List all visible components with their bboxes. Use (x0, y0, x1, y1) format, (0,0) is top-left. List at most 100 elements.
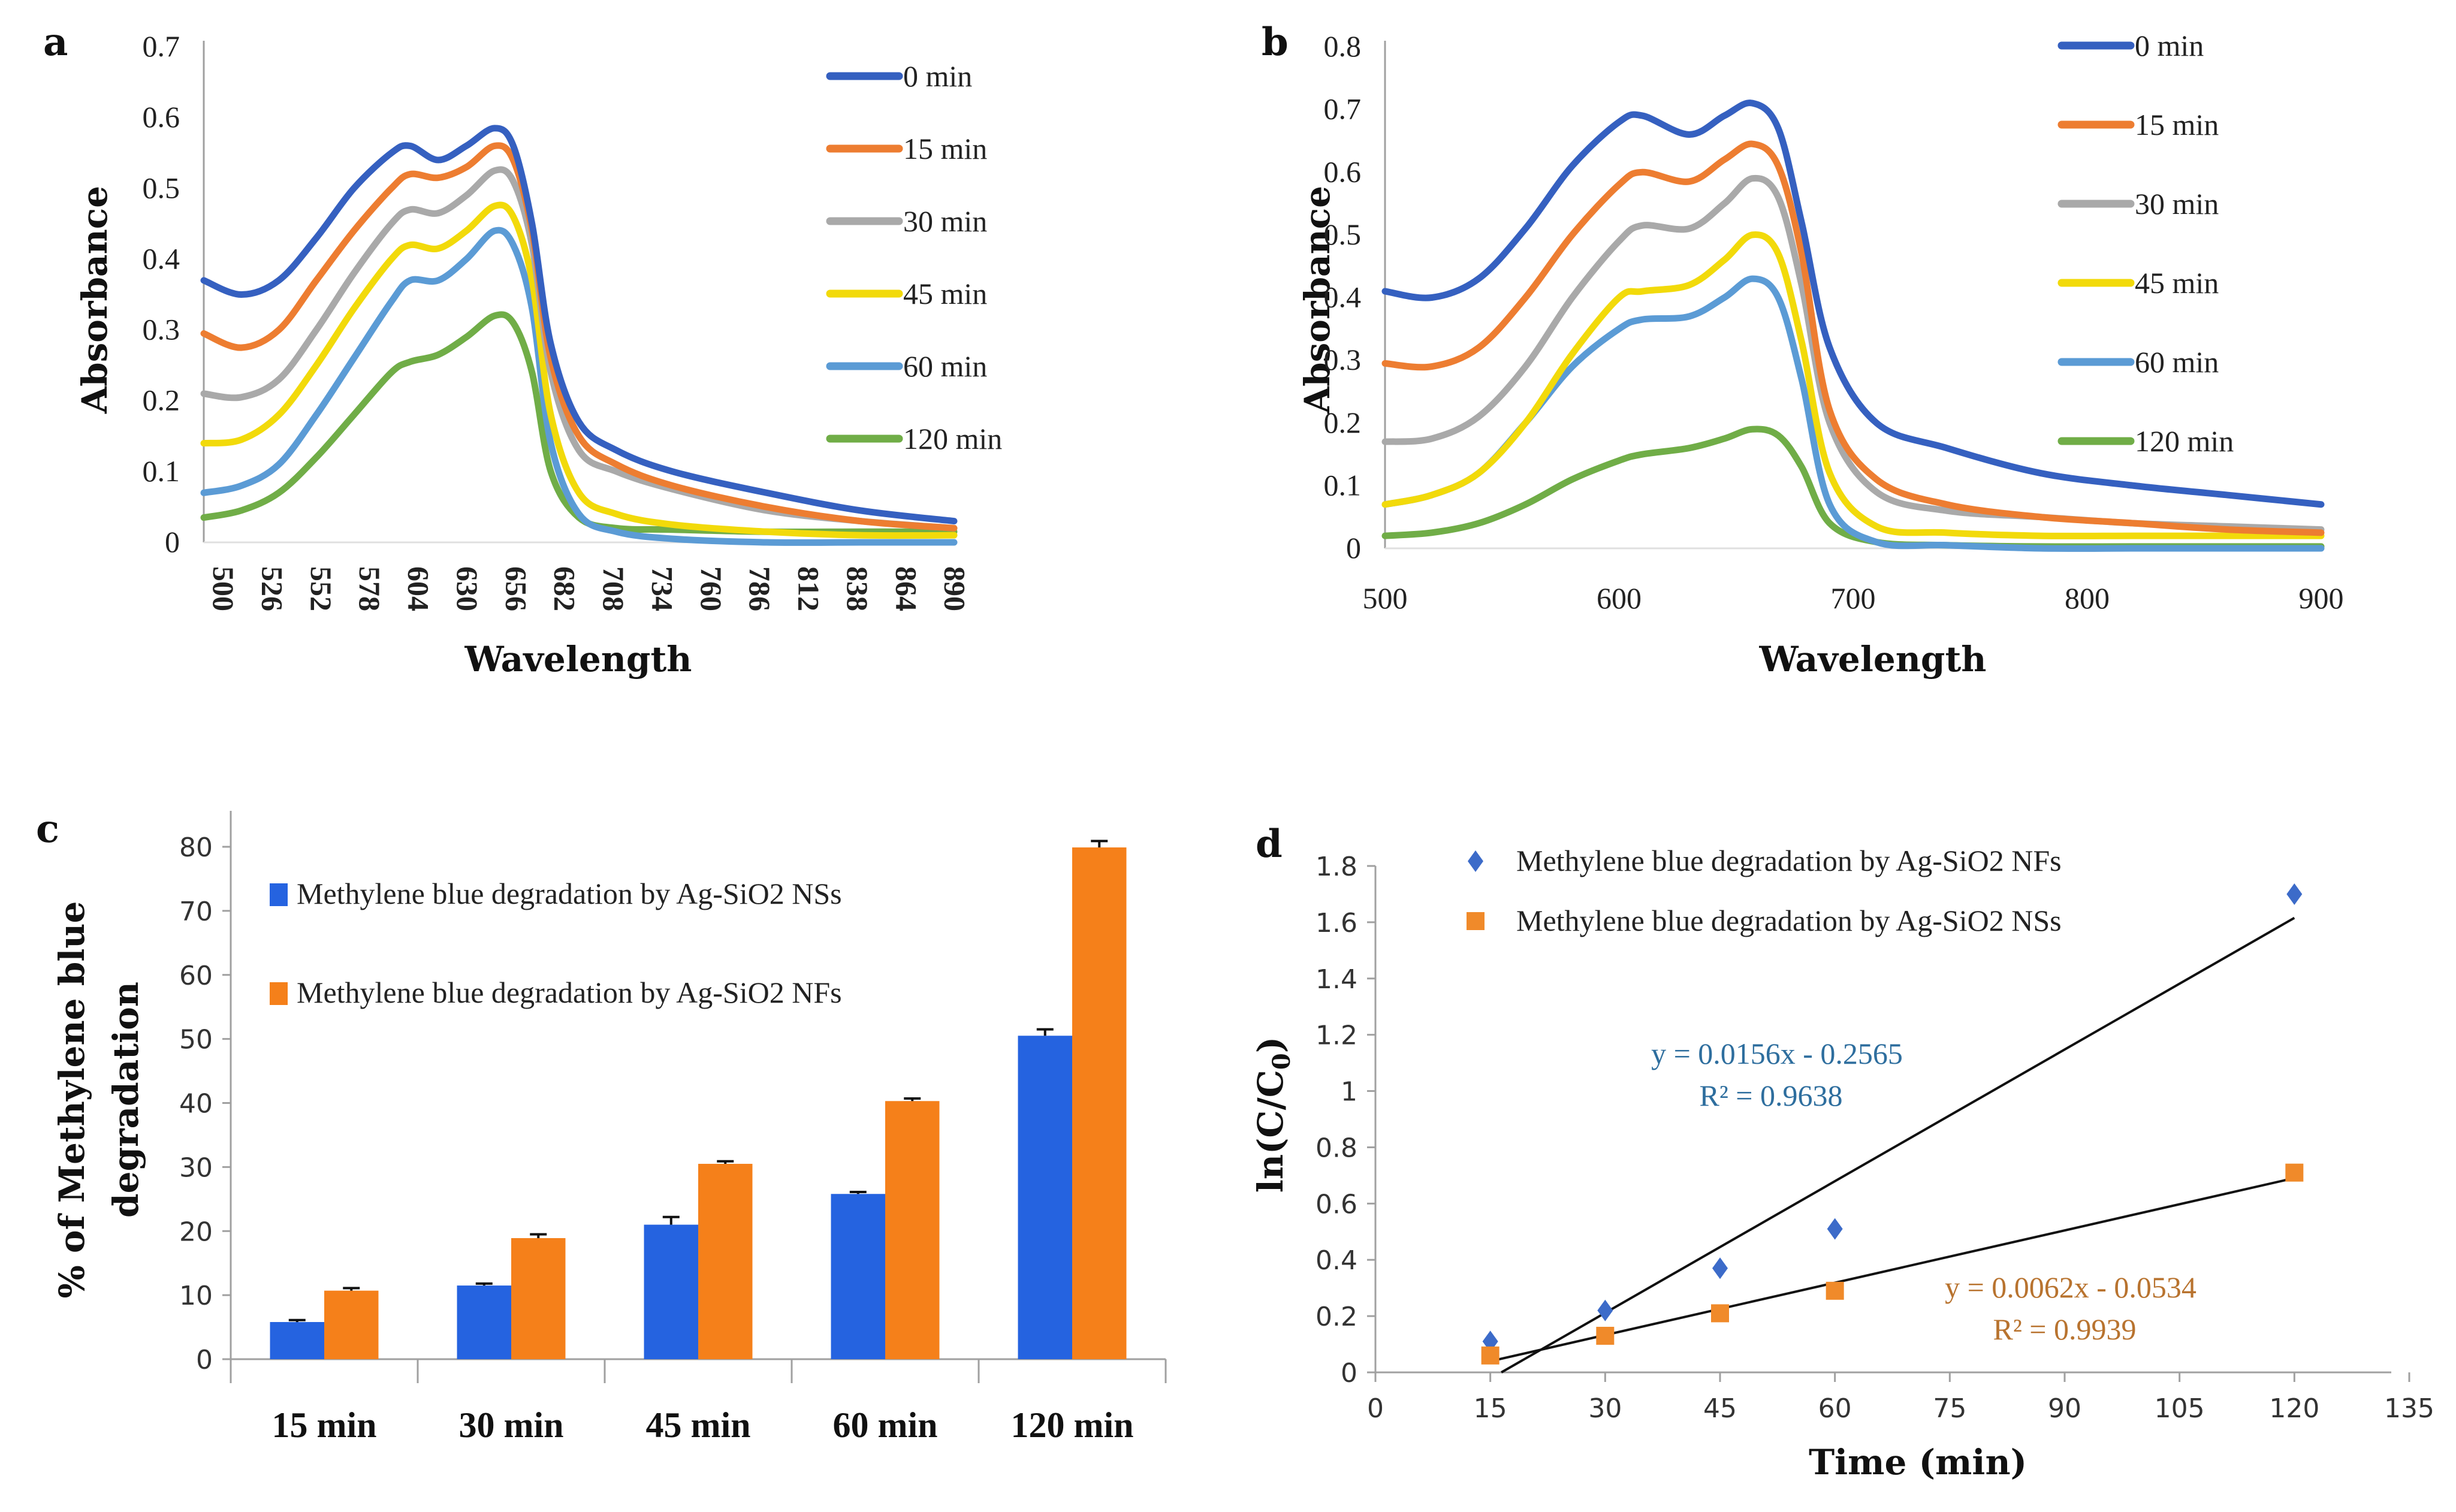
y-tick-label: 80 (179, 832, 213, 863)
trendline-r-squared: R² = 0.9638 (1699, 1079, 1842, 1112)
legend-swatch (270, 982, 288, 1005)
panel-b-y-title: Absorbance (1297, 186, 1338, 414)
data-point-square (1826, 1281, 1844, 1300)
panel-c-plot: 0 10 20 30 40 50 60 70 80 15 min 30 min 45 min 60 mi… (179, 811, 1167, 1445)
y-tick-label: 0.7 (1324, 92, 1362, 126)
bar (831, 1194, 885, 1359)
panel-d-y-title: ln(C/C0) (1250, 1037, 1296, 1193)
panel-a-y-title: Absorbance (74, 186, 115, 414)
panel-label-b: b (1262, 20, 1289, 65)
y-tick-label: 1.8 (1316, 852, 1357, 882)
series-line-45-min (200, 201, 958, 539)
x-category-label: 60 min (832, 1405, 937, 1445)
x-tick-label: 760 (695, 566, 728, 611)
y-tick-label: 0.2 (143, 384, 180, 417)
x-tick-label: 708 (597, 566, 630, 611)
x-category-label: 30 min (458, 1405, 563, 1445)
legend-label: Methylene blue degradation by Ag-SiO2 NF… (1516, 844, 2062, 877)
x-tick-label: 15 (1474, 1393, 1507, 1424)
x-tick-label: 105 (2155, 1393, 2205, 1424)
x-tick-label: 75 (1933, 1393, 1966, 1424)
legend-label: 15 min (2135, 108, 2219, 141)
legend-label: 45 min (2135, 266, 2219, 300)
legend-label: 0 min (2135, 29, 2204, 62)
data-point-square (2285, 1163, 2304, 1182)
y-tick-label: 0.6 (143, 100, 180, 134)
x-tick-label: 60 (1818, 1393, 1852, 1424)
y-tick-label: 0 (165, 525, 180, 559)
legend-marker-diamond (1468, 850, 1483, 872)
bar (457, 1285, 511, 1359)
x-tick-label: 890 (939, 566, 972, 611)
y-tick-label: 0.1 (143, 454, 180, 488)
y-tick-label: 1.6 (1316, 908, 1357, 938)
x-category-label: 45 min (645, 1405, 750, 1445)
panel-d-x-title: Time (min) (1809, 1442, 2027, 1483)
series-line-15-min (1381, 140, 2325, 536)
legend-label: Methylene blue degradation by Ag-SiO2 NF… (297, 976, 842, 1009)
y-tick-label: 20 (179, 1217, 213, 1247)
series-line-15-min (200, 142, 958, 532)
bar (698, 1164, 753, 1359)
series-line-30-min (200, 166, 958, 532)
x-tick-label: 786 (743, 566, 777, 611)
data-point-diamond (2286, 883, 2303, 905)
y-tick-label: 0.1 (1324, 468, 1362, 502)
y-tick-label: 10 (179, 1281, 213, 1311)
legend-label: 120 min (2135, 424, 2234, 458)
panel-c-y-title-line1: % of Methylene blue (52, 901, 92, 1299)
y-tick-label: 0.3 (143, 313, 180, 346)
y-tick-label: 0.3 (1324, 343, 1362, 376)
panel-d-plot: 0 0.2 0.4 0.6 0.8 1 1.2 1.4 1.6 1.8 0 15 30 45 60 75 90 1… (1316, 844, 2434, 1424)
panel-a-plot: 0 0.1 0.2 0.3 0.4 0.5 0.6 0.7 500 526 552 578 604 630… (143, 29, 1003, 611)
bar (324, 1290, 379, 1359)
panel-b-x-title: Wavelength (1759, 639, 1987, 680)
x-tick-label: 120 (2269, 1393, 2319, 1424)
bar (885, 1101, 940, 1359)
x-tick-label: 552 (304, 566, 338, 611)
panel-c-y-title-line2: degradation (105, 982, 146, 1218)
x-tick-label: 600 (1597, 581, 1642, 615)
x-tick-label: 526 (255, 566, 289, 611)
legend-label: Methylene blue degradation by Ag-SiO2 NS… (297, 877, 842, 910)
x-tick-label: 30 (1588, 1393, 1622, 1424)
series-line-0-min (1381, 99, 2325, 508)
y-tick-label: 0 (1341, 1358, 1357, 1389)
x-tick-label: 604 (402, 566, 436, 611)
panel-label-a: a (43, 20, 68, 65)
x-tick-label: 0 (1367, 1393, 1384, 1424)
panel-d-y-title-end: ) (1250, 1037, 1291, 1053)
x-tick-label: 800 (2065, 581, 2110, 615)
x-tick-label: 682 (548, 566, 582, 611)
y-tick-label: 0.5 (143, 171, 180, 204)
y-tick-label: 1.4 (1316, 964, 1357, 995)
bar (270, 1322, 324, 1359)
x-tick-label: 45 (1703, 1393, 1737, 1424)
x-tick-label: 900 (2299, 581, 2344, 615)
y-tick-label: 50 (179, 1025, 213, 1055)
panel-label-d: d (1256, 822, 1283, 867)
legend-label: 120 min (903, 422, 1002, 455)
x-category-label: 15 min (271, 1405, 376, 1445)
panel-a-x-title: Wavelength (464, 639, 692, 680)
legend-label: 45 min (903, 277, 987, 310)
legend-label: 60 min (2135, 345, 2219, 379)
x-tick-label: 838 (841, 566, 874, 611)
series-line-0-min (200, 125, 958, 525)
y-tick-label: 1 (1341, 1077, 1357, 1107)
y-tick-label: 0.6 (1324, 155, 1362, 188)
y-tick-label: 70 (179, 897, 213, 927)
y-tick-label: 60 (179, 961, 213, 991)
panel-d-y-title-sub: 0 (1268, 1053, 1296, 1070)
x-tick-label: 135 (2384, 1393, 2434, 1424)
x-tick-label: 812 (792, 566, 826, 611)
x-tick-label: 700 (1831, 581, 1876, 615)
y-tick-label: 0.2 (1324, 406, 1362, 439)
x-tick-label: 500 (1363, 581, 1408, 615)
data-point-square (1481, 1346, 1499, 1365)
legend-label: 60 min (903, 349, 987, 383)
panel-b-plot: 0 0.1 0.2 0.3 0.4 0.5 0.6 0.7 0.8 500 600 700 800 900… (1324, 29, 2344, 615)
legend-label: 30 min (2135, 187, 2219, 221)
x-tick-label: 500 (207, 566, 240, 611)
data-point-diamond (1597, 1299, 1613, 1321)
